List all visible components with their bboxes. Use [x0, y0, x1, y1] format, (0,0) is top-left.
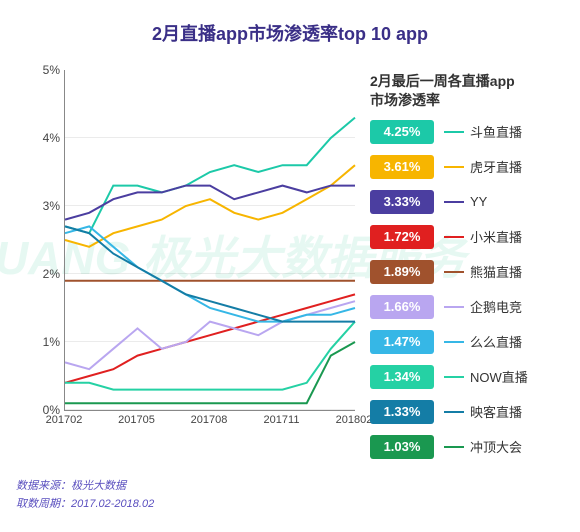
legend-item: 1.34% NOW直播 [370, 363, 570, 391]
legend-item: 1.66% 企鹅电竞 [370, 293, 570, 321]
footer: 数据来源：极光大数据 取数周期：2017.02-2018.02 [16, 477, 154, 514]
legend-header-line2: 市场渗透率 [370, 92, 440, 108]
legend-swatch [444, 341, 464, 343]
legend-item: 1.33% 映客直播 [370, 398, 570, 426]
legend-badge: 1.89% [370, 260, 434, 284]
legend-badge: 1.66% [370, 295, 434, 319]
legend-swatch [444, 131, 464, 133]
legend-label: 小米直播 [470, 227, 522, 246]
legend-swatch [444, 201, 464, 203]
legend-swatch [444, 271, 464, 273]
chart-title: 2月直播app市场渗透率top 10 app [0, 0, 580, 46]
y-tick: 5% [43, 63, 60, 77]
series-line [65, 322, 355, 390]
series-line [65, 342, 355, 403]
legend-badge: 1.47% [370, 330, 434, 354]
legend-label: 虎牙直播 [470, 157, 522, 176]
x-tick: 201708 [191, 414, 228, 426]
legend-swatch [444, 306, 464, 308]
legend-label: 么么直播 [470, 332, 522, 351]
y-tick: 3% [43, 199, 60, 213]
legend-badge: 4.25% [370, 120, 434, 144]
x-tick: 201705 [118, 414, 155, 426]
legend-item: 4.25% 斗鱼直播 [370, 118, 570, 146]
chart-area: JIGUANG 极光大数据服务 0%1%2%3%4%5% 20170220170… [28, 60, 358, 450]
series-line [65, 118, 355, 234]
legend-label: 熊猫直播 [470, 262, 522, 281]
legend-swatch [444, 446, 464, 448]
legend-swatch [444, 376, 464, 378]
plot [64, 70, 355, 411]
legend-swatch [444, 411, 464, 413]
legend-swatch [444, 166, 464, 168]
x-tick: 201802 [336, 414, 373, 426]
legend-item: 1.89% 熊猫直播 [370, 258, 570, 286]
legend-badge: 3.33% [370, 190, 434, 214]
legend-item: 1.47% 么么直播 [370, 328, 570, 356]
legend: 2月最后一周各直播app 市场渗透率 4.25% 斗鱼直播 3.61% 虎牙直播 3.3… [370, 72, 570, 468]
y-tick: 1% [43, 335, 60, 349]
legend-badge: 1.03% [370, 435, 434, 459]
source-value: 极光大数据 [71, 480, 126, 492]
legend-header-line1: 2月最后一周各直播app [370, 73, 515, 89]
legend-label: NOW直播 [470, 367, 528, 386]
legend-label: 冲顶大会 [470, 437, 522, 456]
y-tick: 4% [43, 131, 60, 145]
legend-badge: 1.34% [370, 365, 434, 389]
legend-badge: 3.61% [370, 155, 434, 179]
legend-label: YY [470, 194, 487, 209]
legend-badge: 1.72% [370, 225, 434, 249]
series-line [65, 186, 355, 220]
legend-item: 1.03% 冲顶大会 [370, 433, 570, 461]
source-label: 数据来源： [16, 480, 71, 492]
series-line [65, 165, 355, 247]
legend-item: 1.72% 小米直播 [370, 223, 570, 251]
period-value: 2017.02-2018.02 [71, 498, 154, 510]
legend-label: 企鹅电竞 [470, 297, 522, 316]
period-label: 取数周期： [16, 498, 71, 510]
legend-label: 映客直播 [470, 402, 522, 421]
legend-swatch [444, 236, 464, 238]
x-tick: 201711 [264, 414, 300, 426]
legend-badge: 1.33% [370, 400, 434, 424]
legend-item: 3.33% YY [370, 188, 570, 216]
legend-item: 3.61% 虎牙直播 [370, 153, 570, 181]
y-tick: 2% [43, 267, 60, 281]
legend-label: 斗鱼直播 [470, 122, 522, 141]
line-svg [65, 70, 355, 410]
x-tick: 201702 [46, 414, 83, 426]
legend-header: 2月最后一周各直播app 市场渗透率 [370, 72, 570, 110]
